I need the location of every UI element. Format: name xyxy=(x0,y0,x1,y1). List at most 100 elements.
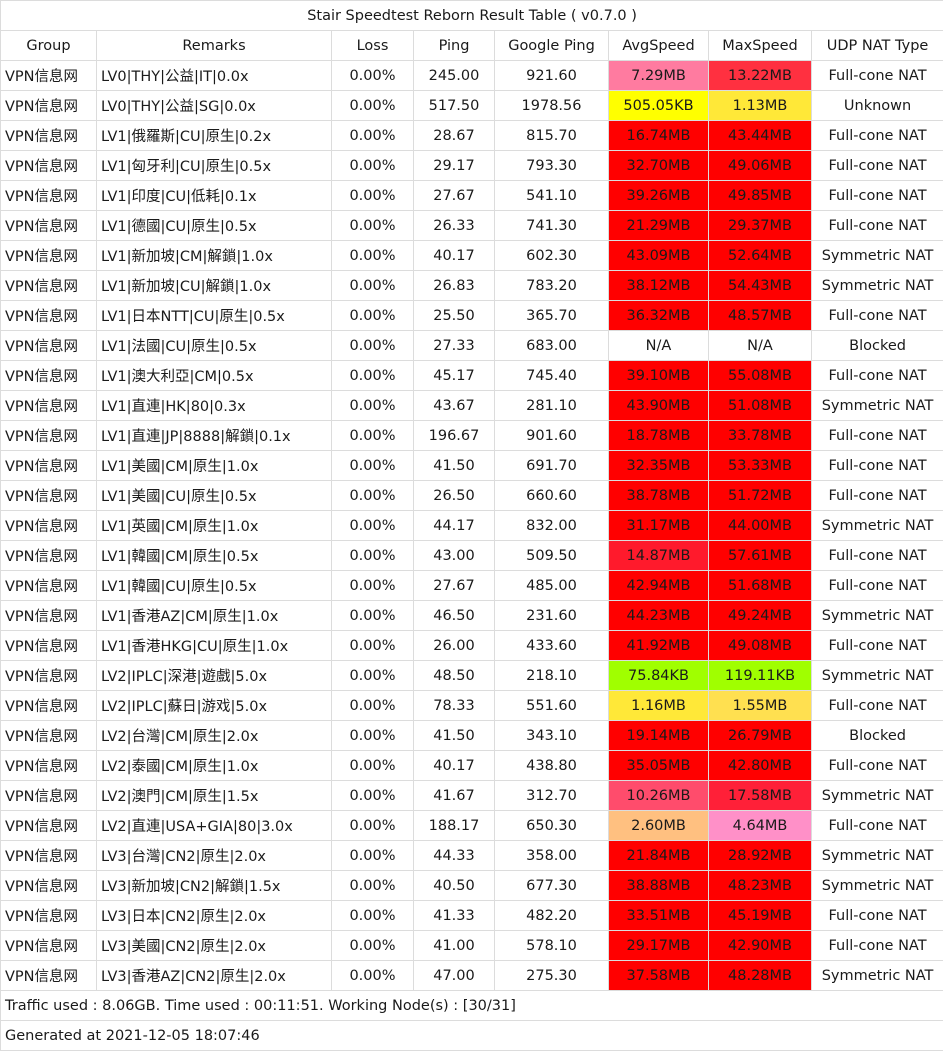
remarks-cell: LV3|日本|CN2|原生|2.0x xyxy=(97,901,332,931)
remarks-cell: LV1|德國|CU|原生|0.5x xyxy=(97,211,332,241)
max-speed-cell: 49.08MB xyxy=(709,631,812,661)
loss-cell: 0.00% xyxy=(332,511,414,541)
group-cell: VPN信息网 xyxy=(1,181,97,211)
nat-type-cell: Full-cone NAT xyxy=(812,811,943,841)
nat-type-cell: Symmetric NAT xyxy=(812,241,943,271)
nat-type-cell: Full-cone NAT xyxy=(812,901,943,931)
avg-speed-cell: 1.16MB xyxy=(609,691,709,721)
loss-cell: 0.00% xyxy=(332,331,414,361)
loss-cell: 0.00% xyxy=(332,811,414,841)
avg-speed-cell: 32.70MB xyxy=(609,151,709,181)
avg-speed-cell: 38.88MB xyxy=(609,871,709,901)
remarks-cell: LV2|直連|USA+GIA|80|3.0x xyxy=(97,811,332,841)
remarks-cell: LV3|新加坡|CN2|解鎖|1.5x xyxy=(97,871,332,901)
max-speed-cell: 1.55MB xyxy=(709,691,812,721)
group-cell: VPN信息网 xyxy=(1,691,97,721)
google-ping-cell: 541.10 xyxy=(495,181,609,211)
avg-speed-cell: 33.51MB xyxy=(609,901,709,931)
remarks-cell: LV1|英國|CM|原生|1.0x xyxy=(97,511,332,541)
google-ping-cell: 793.30 xyxy=(495,151,609,181)
google-ping-cell: 677.30 xyxy=(495,871,609,901)
remarks-cell: LV1|韓國|CU|原生|0.5x xyxy=(97,571,332,601)
ping-cell: 27.67 xyxy=(414,571,495,601)
group-cell: VPN信息网 xyxy=(1,511,97,541)
nat-type-cell: Symmetric NAT xyxy=(812,511,943,541)
max-speed-cell: 13.22MB xyxy=(709,61,812,91)
group-cell: VPN信息网 xyxy=(1,361,97,391)
max-speed-cell: 45.19MB xyxy=(709,901,812,931)
google-ping-cell: 281.10 xyxy=(495,391,609,421)
google-ping-cell: 485.00 xyxy=(495,571,609,601)
avg-speed-cell: 75.84KB xyxy=(609,661,709,691)
remarks-cell: LV1|香港HKG|CU|原生|1.0x xyxy=(97,631,332,661)
ping-cell: 40.17 xyxy=(414,751,495,781)
google-ping-cell: 433.60 xyxy=(495,631,609,661)
ping-cell: 41.00 xyxy=(414,931,495,961)
remarks-cell: LV1|法國|CU|原生|0.5x xyxy=(97,331,332,361)
ping-cell: 28.67 xyxy=(414,121,495,151)
max-speed-cell: 49.24MB xyxy=(709,601,812,631)
remarks-cell: LV1|美國|CM|原生|1.0x xyxy=(97,451,332,481)
nat-type-cell: Full-cone NAT xyxy=(812,211,943,241)
nat-type-cell: Symmetric NAT xyxy=(812,661,943,691)
ping-cell: 43.67 xyxy=(414,391,495,421)
column-header: Google Ping xyxy=(495,31,609,61)
ping-cell: 196.67 xyxy=(414,421,495,451)
max-speed-cell: 33.78MB xyxy=(709,421,812,451)
avg-speed-cell: 21.29MB xyxy=(609,211,709,241)
avg-speed-cell: 32.35MB xyxy=(609,451,709,481)
ping-cell: 41.50 xyxy=(414,451,495,481)
google-ping-cell: 602.30 xyxy=(495,241,609,271)
loss-cell: 0.00% xyxy=(332,781,414,811)
group-cell: VPN信息网 xyxy=(1,781,97,811)
max-speed-cell: 42.80MB xyxy=(709,751,812,781)
nat-type-cell: Full-cone NAT xyxy=(812,451,943,481)
ping-cell: 27.33 xyxy=(414,331,495,361)
avg-speed-cell: 43.09MB xyxy=(609,241,709,271)
ping-cell: 43.00 xyxy=(414,541,495,571)
remarks-cell: LV1|美國|CU|原生|0.5x xyxy=(97,481,332,511)
max-speed-cell: 4.64MB xyxy=(709,811,812,841)
group-cell: VPN信息网 xyxy=(1,451,97,481)
google-ping-cell: 365.70 xyxy=(495,301,609,331)
loss-cell: 0.00% xyxy=(332,211,414,241)
avg-speed-cell: 10.26MB xyxy=(609,781,709,811)
column-header: Ping xyxy=(414,31,495,61)
group-cell: VPN信息网 xyxy=(1,571,97,601)
max-speed-cell: 54.43MB xyxy=(709,271,812,301)
avg-speed-cell: 31.17MB xyxy=(609,511,709,541)
avg-speed-cell: 18.78MB xyxy=(609,421,709,451)
loss-cell: 0.00% xyxy=(332,931,414,961)
generated-timestamp: Generated at 2021-12-05 18:07:46 xyxy=(1,1021,943,1051)
group-cell: VPN信息网 xyxy=(1,871,97,901)
avg-speed-cell: 39.26MB xyxy=(609,181,709,211)
google-ping-cell: 660.60 xyxy=(495,481,609,511)
avg-speed-cell: 14.87MB xyxy=(609,541,709,571)
ping-cell: 26.00 xyxy=(414,631,495,661)
column-header: MaxSpeed xyxy=(709,31,812,61)
google-ping-cell: 343.10 xyxy=(495,721,609,751)
column-header: Remarks xyxy=(97,31,332,61)
group-cell: VPN信息网 xyxy=(1,601,97,631)
max-speed-cell: 53.33MB xyxy=(709,451,812,481)
max-speed-cell: 17.58MB xyxy=(709,781,812,811)
ping-cell: 245.00 xyxy=(414,61,495,91)
loss-cell: 0.00% xyxy=(332,841,414,871)
avg-speed-cell: N/A xyxy=(609,331,709,361)
group-cell: VPN信息网 xyxy=(1,631,97,661)
ping-cell: 78.33 xyxy=(414,691,495,721)
google-ping-cell: 275.30 xyxy=(495,961,609,991)
google-ping-cell: 745.40 xyxy=(495,361,609,391)
ping-cell: 46.50 xyxy=(414,601,495,631)
